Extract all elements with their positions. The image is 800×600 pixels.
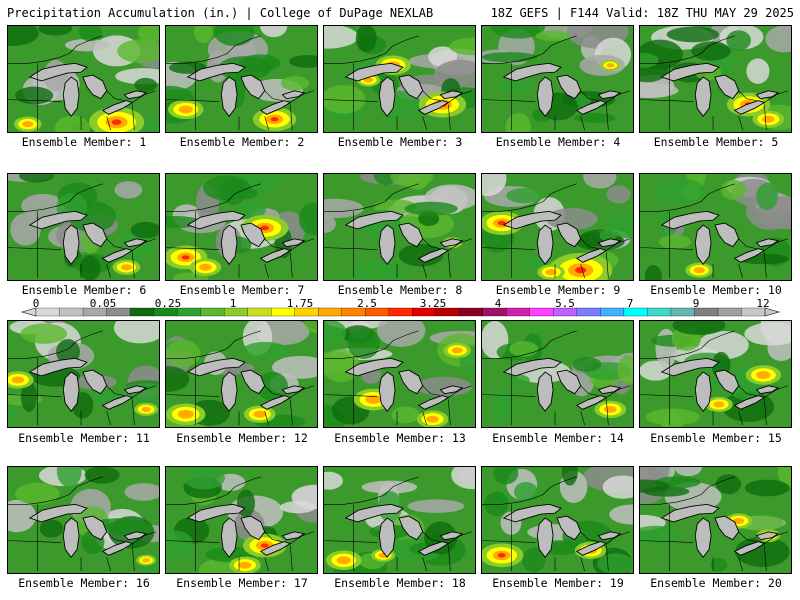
colorbar-tick-label: 0.25 (154, 297, 182, 310)
map-panel (165, 320, 318, 428)
ensemble-member-label: Ensemble Member: 4 (495, 135, 621, 149)
map-panel (481, 320, 634, 428)
chart-title: Precipitation Accumulation (in.) | Colle… (7, 6, 434, 20)
map-panel (7, 466, 160, 574)
map-panel (7, 320, 160, 428)
colorbar-segment (576, 307, 601, 317)
map-panel (323, 25, 476, 133)
ensemble-member-label: Ensemble Member: 2 (179, 135, 305, 149)
valid-time: 18Z GEFS | F144 Valid: 18Z THU MAY 29 20… (490, 6, 794, 20)
map-panel (639, 466, 792, 574)
colorbar-tick-label: 0.05 (89, 297, 117, 310)
map-panel (7, 25, 160, 133)
ensemble-member-label: Ensemble Member: 7 (179, 283, 305, 297)
ensemble-member-label: Ensemble Member: 20 (650, 576, 782, 590)
colorbar-tick-label: 3.25 (419, 297, 447, 310)
colorbar (20, 307, 781, 317)
colorbar-segment (200, 307, 225, 317)
colorbar-tick-label: 5.5 (555, 297, 575, 310)
ensemble-member-label: Ensemble Member: 19 (492, 576, 624, 590)
map-panel (165, 466, 318, 574)
colorbar-segment (647, 307, 672, 317)
ensemble-member-label: Ensemble Member: 14 (492, 431, 624, 445)
colorbar-tick-label: 1.75 (286, 297, 314, 310)
ensemble-member-label: Ensemble Member: 12 (176, 431, 308, 445)
colorbar-segment (459, 307, 484, 317)
ensemble-member-label: Ensemble Member: 8 (337, 283, 463, 297)
colorbar-tick-label: 12 (756, 297, 770, 310)
ensemble-member-label: Ensemble Member: 3 (337, 135, 463, 149)
colorbar-high-arrow (764, 307, 781, 317)
map-panel (481, 173, 634, 281)
map-panel (165, 25, 318, 133)
map-panel (323, 320, 476, 428)
colorbar-segment (529, 307, 554, 317)
colorbar-segment (129, 307, 155, 317)
ensemble-member-label: Ensemble Member: 13 (334, 431, 466, 445)
colorbar-tick-label: 1 (229, 297, 237, 310)
ensemble-member-label: Ensemble Member: 6 (21, 283, 147, 297)
colorbar-segment (506, 307, 531, 317)
ensemble-member-label: Ensemble Member: 1 (21, 135, 147, 149)
colorbar-segment (600, 307, 625, 317)
ensemble-member-label: Ensemble Member: 16 (18, 576, 150, 590)
ensemble-member-label: Ensemble Member: 10 (650, 283, 782, 297)
colorbar-segment (388, 307, 413, 317)
map-panel (639, 25, 792, 133)
map-panel (323, 173, 476, 281)
ensemble-member-label: Ensemble Member: 15 (650, 431, 782, 445)
colorbar-tick-label: 9 (692, 297, 700, 310)
ensemble-member-label: Ensemble Member: 18 (334, 576, 466, 590)
ensemble-member-label: Ensemble Member: 5 (653, 135, 779, 149)
colorbar-segment (247, 307, 272, 317)
colorbar-tick-label: 7 (626, 297, 634, 310)
colorbar-segment (670, 307, 695, 317)
ensemble-member-label: Ensemble Member: 9 (495, 283, 621, 297)
ensemble-member-label: Ensemble Member: 11 (18, 431, 150, 445)
map-panel (165, 173, 318, 281)
colorbar-tick-label: 4 (494, 297, 502, 310)
map-panel (639, 173, 792, 281)
map-panel (7, 173, 160, 281)
colorbar-tick-label: 2.5 (357, 297, 377, 310)
map-panel (481, 25, 634, 133)
colorbar-segment (59, 307, 84, 317)
map-panel (481, 466, 634, 574)
colorbar-segment (318, 307, 343, 317)
colorbar-tick-label: 0 (32, 297, 40, 310)
map-panel (639, 320, 792, 428)
ensemble-member-label: Ensemble Member: 17 (176, 576, 308, 590)
map-panel (323, 466, 476, 574)
colorbar-segment (717, 307, 742, 317)
colorbar-segment (35, 307, 60, 317)
